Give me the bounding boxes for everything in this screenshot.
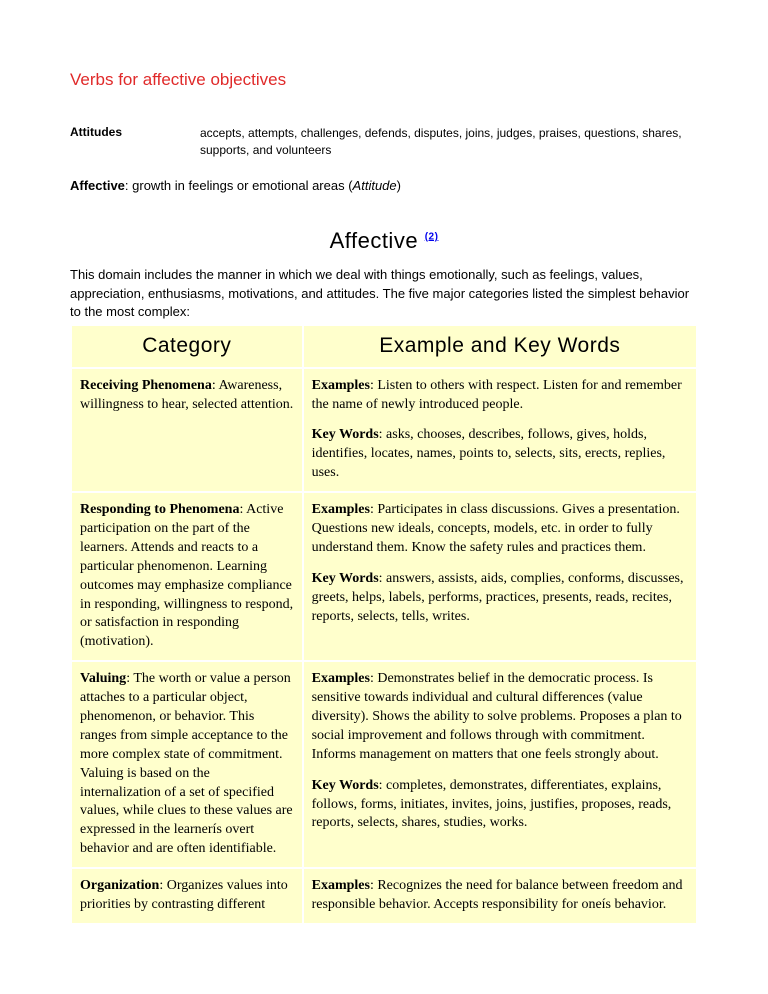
affective-def-end: ) (397, 178, 401, 193)
section-header-ref-link[interactable]: (2) (425, 231, 439, 242)
attitudes-label: Attitudes (70, 125, 200, 160)
keywords-bold: Key Words (312, 427, 379, 442)
section-header-text: Affective (330, 228, 418, 253)
section-header: Affective (2) (70, 228, 698, 254)
category-cell: Receiving Phenomena: Awareness, willingn… (71, 368, 303, 492)
category-bold: Responding to Phenomena (80, 502, 239, 517)
intro-paragraph: This domain includes the manner in which… (70, 266, 698, 323)
attitudes-text: accepts, attempts, challenges, defends, … (200, 125, 698, 160)
category-cell: Organization: Organizes values into prio… (71, 868, 303, 924)
attitudes-row: Attitudes accepts, attempts, challenges,… (70, 125, 698, 160)
category-cell: Valuing: The worth or value a person att… (71, 661, 303, 868)
keywords-bold: Key Words (312, 571, 379, 586)
table-row: Responding to Phenomena: Active particip… (71, 492, 697, 661)
header-examples: Example and Key Words (303, 325, 697, 367)
category-bold: Receiving Phenomena (80, 378, 212, 393)
examples-cell: Examples: Listen to others with respect.… (303, 368, 697, 492)
category-bold: Valuing (80, 671, 126, 686)
table-row: Receiving Phenomena: Awareness, willingn… (71, 368, 697, 492)
examples-cell: Examples: Demonstrates belief in the dem… (303, 661, 697, 868)
affective-definition: Affective: growth in feelings or emotion… (70, 178, 698, 193)
examples-bold: Examples (312, 502, 370, 517)
examples-cell: Examples: Recognizes the need for balanc… (303, 868, 697, 924)
table-header-row: Category Example and Key Words (71, 325, 697, 367)
table-row: Organization: Organizes values into prio… (71, 868, 697, 924)
category-text: : Active participation on the part of th… (80, 502, 293, 649)
category-bold: Organization (80, 878, 159, 893)
examples-cell: Examples: Participates in class discussi… (303, 492, 697, 661)
examples-bold: Examples (312, 378, 370, 393)
keywords-bold: Key Words (312, 778, 379, 793)
category-cell: Responding to Phenomena: Active particip… (71, 492, 303, 661)
examples-bold: Examples (312, 671, 370, 686)
table-row: Valuing: The worth or value a person att… (71, 661, 697, 868)
page-title: Verbs for affective objectives (70, 70, 698, 90)
affective-def-bold: Affective (70, 178, 125, 193)
affective-def-mid: : growth in feelings or emotional areas … (125, 178, 353, 193)
affective-table: Category Example and Key Words Receiving… (70, 324, 698, 925)
examples-bold: Examples (312, 878, 370, 893)
category-text: : The worth or value a person attaches t… (80, 671, 293, 856)
affective-def-italic: Attitude (353, 178, 397, 193)
document-page: Verbs for affective objectives Attitudes… (0, 0, 768, 925)
header-category: Category (71, 325, 303, 367)
